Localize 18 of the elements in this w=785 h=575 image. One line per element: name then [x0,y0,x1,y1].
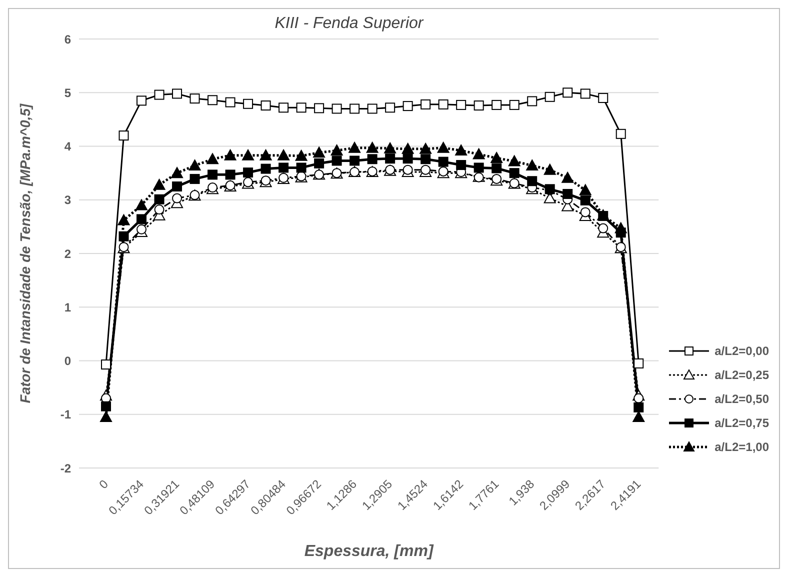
legend-label: a/L2=0,50 [714,392,769,406]
y-axis-title: Fator de Intansidade de Tensão, [MPa.m^0,5] [16,102,33,404]
legend-label: a/L2=0,00 [714,344,769,358]
y-tick-label: 6 [64,32,72,46]
y-tick-label: 0 [64,354,72,368]
y-tick-label: 2 [64,246,72,261]
y-tick-label: 3 [64,193,72,208]
legend-label: a/L2=0,75 [714,416,769,430]
legend-label: a/L2=0,25 [714,368,769,382]
y-tick-label: -2 [60,461,72,476]
y-tick-label: -1 [60,408,72,422]
y-tick-label: 5 [64,86,72,100]
y-tick-label: 4 [64,140,72,154]
y-tick-label: 1 [64,300,72,314]
x-axis-title: Espessura, [mm] [304,543,434,560]
chart-title: KIII - Fenda Superior [274,15,425,33]
x-tick-label: 0 [96,476,112,492]
legend-label: a/L2=1,00 [714,440,769,454]
